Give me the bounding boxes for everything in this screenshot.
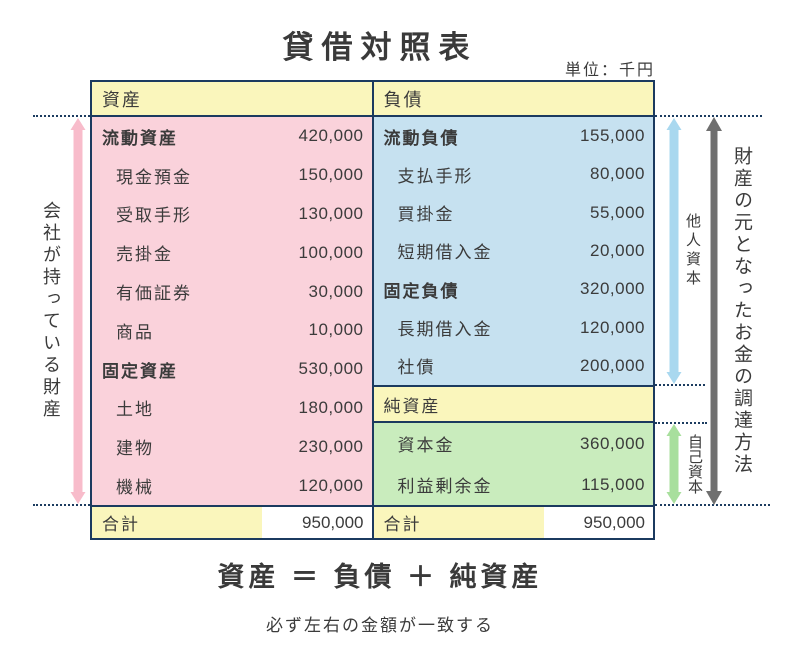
row-label: 利益剰余金 — [397, 477, 493, 496]
table-row: 売掛金 100,000 — [92, 233, 372, 272]
table-row: 流動負債 155,000 — [374, 117, 654, 155]
liabilities-column: 流動負債 155,000 支払手形 80,000 買掛金 55,000 短期借入… — [373, 117, 654, 505]
row-value: 150,000 — [298, 165, 364, 185]
row-label: 流動資産 — [102, 128, 178, 148]
table-row: 社債 200,000 — [374, 347, 654, 385]
table-row: 利益剰余金 115,000 — [374, 464, 654, 505]
assets-range-arrow-icon — [70, 118, 86, 504]
dotted-line-net-assets-bottom — [655, 422, 707, 424]
dotted-line-top-right — [655, 115, 762, 117]
row-label: 支払手形 — [397, 166, 474, 186]
table-row: 受取手形 130,000 — [92, 195, 372, 234]
assets-total-cell: 合計 950,000 — [92, 507, 374, 538]
table-body: 流動資産 420,000 現金預金 150,000 受取手形 130,000 売… — [92, 117, 653, 505]
net-assets-header-label: 純資産 — [383, 396, 441, 416]
funding-range-arrow-icon — [706, 117, 722, 505]
row-label: 機械 — [116, 478, 154, 498]
row-value: 10,000 — [308, 320, 364, 340]
row-value: 180,000 — [298, 397, 364, 417]
dotted-line-net-assets-top — [655, 384, 705, 386]
table-row: 買掛金 55,000 — [374, 194, 654, 232]
row-value: 120,000 — [298, 475, 364, 495]
assets-header-cell: 資産 — [92, 82, 374, 115]
net-assets-section: 資本金 360,000 利益剰余金 115,000 — [373, 423, 654, 505]
table-header-row: 資産 負債 — [92, 82, 653, 117]
row-value: 115,000 — [581, 474, 645, 494]
total-label: 合計 — [92, 507, 263, 538]
row-value: 155,000 — [580, 126, 645, 146]
row-value: 120,000 — [580, 317, 645, 337]
row-label: 買掛金 — [397, 205, 455, 225]
funding-side-caption: 財産の元となったお金の調達方法 — [731, 146, 752, 476]
liabilities-total-value: 950,000 — [543, 507, 653, 538]
dotted-line-bottom-left — [33, 504, 90, 506]
page-title: 貸借対照表 — [282, 30, 478, 65]
other-capital-caption: 他人資本 — [684, 213, 701, 289]
assets-side-caption: 会社が持っている財産 — [41, 201, 61, 421]
own-capital-caption: 自己資本 — [686, 434, 703, 494]
table-row: 支払手形 80,000 — [374, 155, 654, 193]
table-row: 有価証券 30,000 — [92, 272, 372, 311]
dotted-line-top-left — [33, 115, 90, 117]
row-label: 社債 — [397, 358, 436, 378]
assets-column: 流動資産 420,000 現金預金 150,000 受取手形 130,000 売… — [92, 117, 374, 505]
table-row: 建物 230,000 — [92, 427, 372, 466]
liabilities-total-cell: 合計 950,000 — [373, 507, 653, 538]
assets-total-value: 950,000 — [262, 507, 372, 538]
row-value: 55,000 — [590, 202, 645, 222]
balance-note: 必ず左右の金額が一致する — [266, 616, 494, 635]
dotted-line-bottom-right — [655, 504, 770, 506]
total-row: 合計 950,000 合計 950,000 — [92, 505, 653, 538]
row-value: 130,000 — [298, 203, 364, 223]
table-row: 資本金 360,000 — [374, 423, 654, 464]
table-row: 短期借入金 20,000 — [374, 232, 654, 270]
table-row: 機械 120,000 — [92, 466, 372, 505]
row-value: 320,000 — [580, 279, 645, 299]
table-row: 土地 180,000 — [92, 389, 372, 428]
row-label: 資本金 — [397, 436, 455, 455]
row-label: 売掛金 — [116, 245, 173, 265]
row-value: 30,000 — [308, 281, 364, 301]
row-label: 商品 — [116, 322, 154, 342]
unit-label: 単位：千円 — [564, 62, 655, 79]
row-label: 土地 — [116, 400, 154, 420]
table-row: 流動資産 420,000 — [92, 117, 372, 156]
row-label: 受取手形 — [116, 206, 192, 226]
row-value: 100,000 — [298, 242, 364, 262]
row-value: 420,000 — [298, 126, 364, 146]
table-row: 固定資産 530,000 — [92, 350, 372, 389]
table-row: 固定負債 320,000 — [374, 270, 654, 308]
table-row: 現金預金 150,000 — [92, 156, 372, 195]
row-label: 流動負債 — [383, 128, 460, 148]
row-label: 固定負債 — [383, 281, 460, 301]
row-value: 20,000 — [590, 240, 645, 260]
row-label: 長期借入金 — [397, 320, 493, 340]
other-capital-range-arrow-icon — [666, 118, 682, 384]
table-row: 長期借入金 120,000 — [374, 308, 654, 346]
row-label: 短期借入金 — [397, 243, 493, 263]
row-value: 80,000 — [590, 164, 645, 184]
own-capital-range-arrow-icon — [666, 424, 682, 504]
row-value: 530,000 — [298, 359, 364, 379]
row-value: 360,000 — [580, 433, 645, 453]
balance-formula: 資産 ＝ 負債 ＋ 純資産 — [217, 562, 543, 592]
liabilities-header-cell: 負債 — [373, 82, 653, 115]
net-assets-header-cell: 純資産 — [373, 385, 653, 423]
balance-sheet-table: 資産 負債 流動資産 420,000 現金預金 150,000 受取手形 130… — [90, 80, 655, 540]
total-label: 合計 — [373, 507, 544, 538]
liabilities-section: 流動負債 155,000 支払手形 80,000 買掛金 55,000 短期借入… — [373, 117, 654, 385]
row-label: 固定資産 — [102, 361, 178, 381]
row-label: 有価証券 — [116, 284, 192, 304]
row-value: 200,000 — [580, 355, 645, 375]
row-value: 230,000 — [298, 436, 364, 456]
table-row: 商品 10,000 — [92, 311, 372, 350]
row-label: 建物 — [116, 439, 154, 459]
row-label: 現金預金 — [116, 167, 192, 187]
